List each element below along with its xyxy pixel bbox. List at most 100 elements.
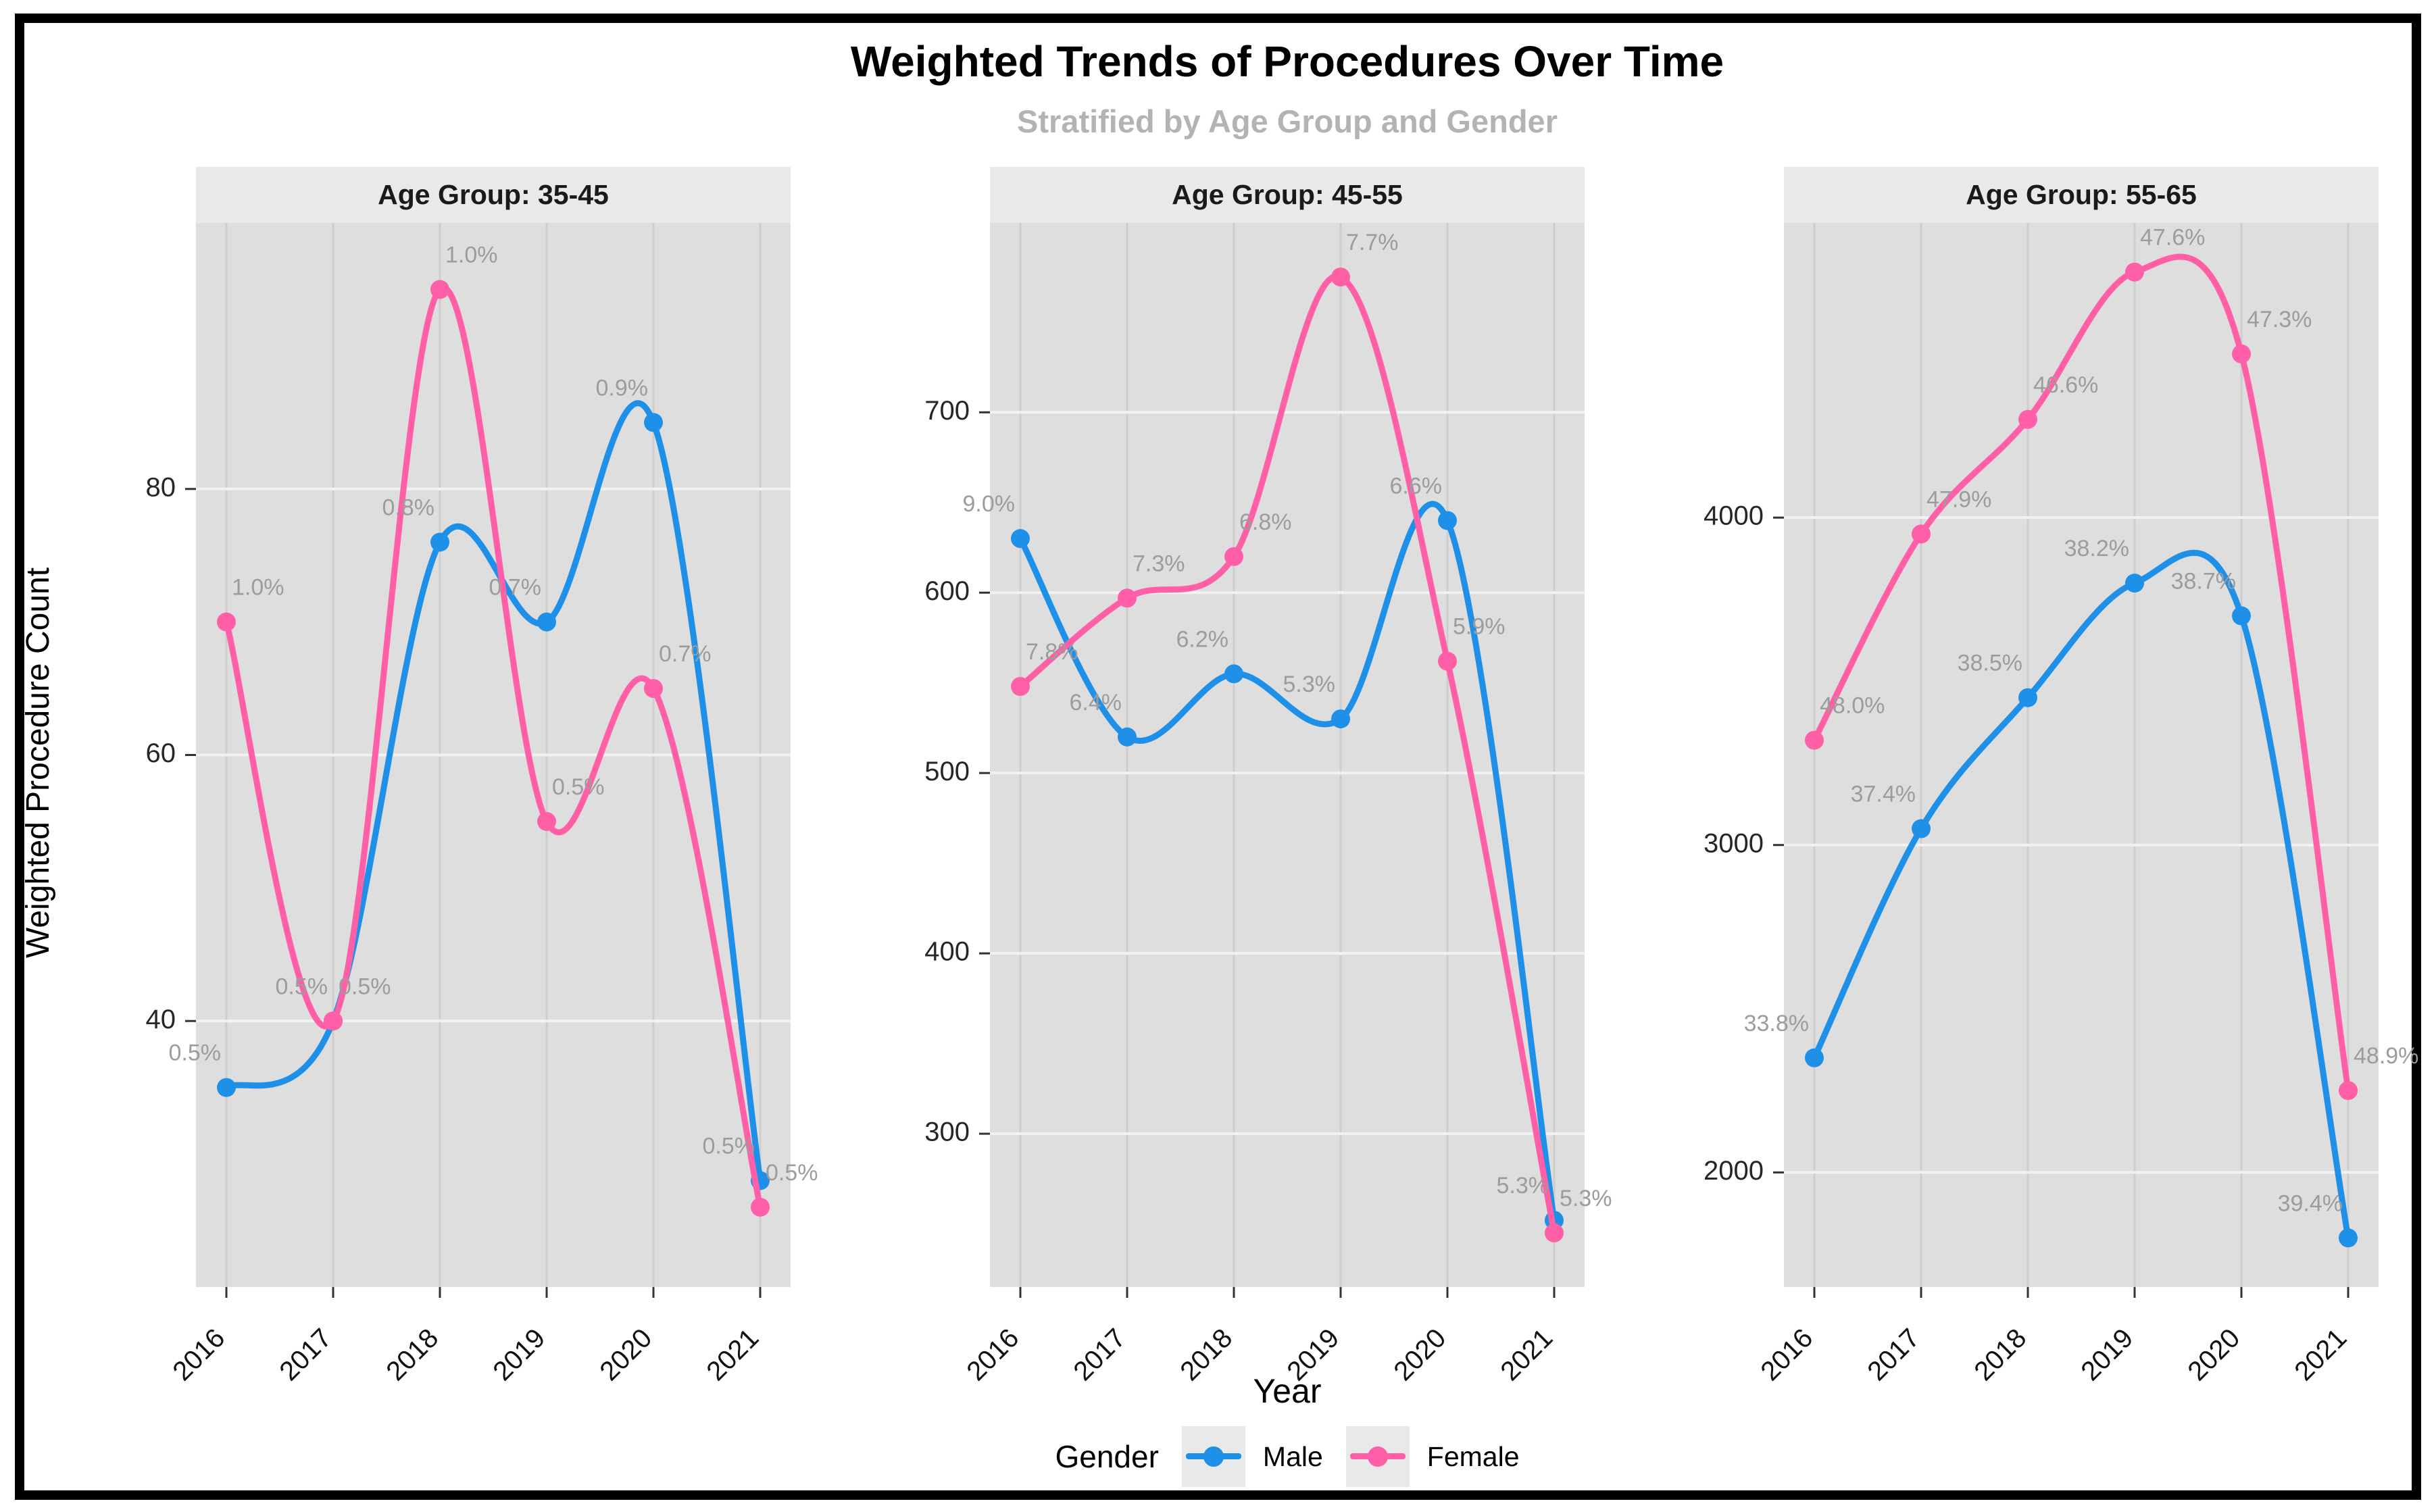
data-point-female — [324, 1011, 343, 1031]
data-point-male — [1011, 529, 1030, 549]
y-tick-label: 500 — [924, 757, 970, 786]
chart-title: Weighted Trends of Procedures Over Time — [850, 37, 1724, 86]
data-point-male — [1118, 727, 1137, 747]
data-point-female — [2125, 262, 2144, 282]
data-point-female — [644, 679, 663, 699]
point-label-female: 46.6% — [2033, 372, 2098, 398]
data-point-female — [430, 280, 449, 299]
y-tick-label: 4000 — [1704, 501, 1764, 531]
point-label-female: 47.3% — [2247, 307, 2312, 332]
point-label-female: 48.0% — [1820, 693, 1885, 719]
y-tick-label: 60 — [146, 738, 176, 768]
data-point-male — [1438, 511, 1457, 530]
y-tick-label: 3000 — [1704, 828, 1764, 858]
legend-title: Gender — [1055, 1439, 1159, 1474]
point-label-male: 0.8% — [382, 495, 435, 521]
point-label-male: 38.5% — [1958, 651, 2022, 676]
y-tick-label: 700 — [924, 396, 970, 426]
point-label-female: 0.5% — [766, 1160, 818, 1186]
series-line-female — [223, 284, 764, 1211]
point-label-male: 9.0% — [963, 491, 1016, 517]
y-tick-label: 80 — [146, 472, 176, 502]
point-label-male: 0.7% — [489, 575, 542, 601]
point-label-male: 39.4% — [2278, 1190, 2343, 1216]
point-label-male: 6.4% — [1070, 690, 1122, 715]
facet-strip-35-45: Age Group: 35-45 — [196, 167, 791, 223]
point-label-male: 0.9% — [596, 375, 649, 401]
legend-item-female: Female — [1345, 1426, 1520, 1487]
data-point-male — [430, 532, 449, 552]
panel-background — [1784, 223, 2379, 1287]
female-line-point-icon — [1345, 1426, 1410, 1487]
y-tick-label: 300 — [924, 1117, 970, 1147]
y-tick-label: 2000 — [1704, 1156, 1764, 1186]
data-point-female — [1545, 1223, 1564, 1242]
data-point-male — [2125, 574, 2144, 593]
point-label-female: 1.0% — [445, 242, 498, 268]
point-label-male: 6.6% — [1390, 473, 1443, 499]
x-axis-title: Year — [1253, 1372, 1322, 1410]
point-label-male: 6.2% — [1176, 626, 1229, 652]
data-point-male — [1331, 709, 1350, 729]
point-label-male: 37.4% — [1851, 782, 1916, 807]
data-point-female — [217, 612, 236, 632]
point-label-male: 38.2% — [2064, 536, 2129, 561]
point-label-male: 0.5% — [703, 1134, 755, 1159]
data-point-female — [1331, 268, 1350, 287]
data-point-female — [2232, 344, 2251, 363]
data-point-male — [537, 612, 556, 632]
data-point-male — [217, 1078, 236, 1097]
point-label-female: 5.3% — [1560, 1186, 1612, 1211]
point-label-female: 47.6% — [2140, 225, 2205, 251]
data-point-male — [2018, 688, 2037, 707]
legend-label-male: Male — [1262, 1440, 1323, 1472]
point-label-female: 7.8% — [1026, 639, 1078, 665]
data-point-male — [1224, 664, 1243, 684]
point-label-female: 7.3% — [1133, 551, 1185, 576]
data-point-male — [2339, 1228, 2358, 1248]
data-point-female — [1011, 677, 1030, 697]
facet-strip-45-55: Age Group: 45-55 — [990, 167, 1585, 223]
point-label-female: 7.7% — [1346, 230, 1399, 255]
data-point-female — [2018, 409, 2037, 429]
data-point-male — [1912, 819, 1931, 838]
point-label-male: 5.3% — [1283, 672, 1336, 697]
legend-item-male: Male — [1181, 1426, 1323, 1487]
point-label-male: 0.5% — [276, 974, 328, 999]
male-line-point-icon — [1181, 1426, 1245, 1487]
data-point-female — [1224, 547, 1243, 566]
data-point-male — [1805, 1048, 1824, 1067]
point-label-male: 38.7% — [2171, 569, 2236, 595]
data-point-female — [1912, 524, 1931, 544]
data-point-female — [751, 1197, 770, 1217]
data-point-male — [2232, 606, 2251, 626]
y-axis-title: Weighted Procedure Count — [20, 567, 56, 959]
data-point-female — [1805, 730, 1824, 750]
chart-subtitle: Stratified by Age Group and Gender — [1017, 103, 1558, 139]
point-label-female: 0.5% — [339, 974, 391, 999]
point-label-male: 5.3% — [1497, 1173, 1549, 1199]
facet-strip-55-65: Age Group: 55-65 — [1784, 167, 2379, 223]
point-label-female: 6.8% — [1239, 509, 1292, 535]
point-label-female: 47.9% — [1927, 486, 1991, 512]
data-point-female — [2339, 1081, 2358, 1101]
y-tick-label: 40 — [146, 1005, 176, 1034]
data-point-female — [1438, 651, 1457, 671]
point-label-female: 0.5% — [552, 774, 605, 800]
point-label-female: 5.9% — [1453, 614, 1506, 640]
data-point-female — [537, 811, 556, 831]
point-label-female: 48.9% — [2354, 1043, 2418, 1069]
point-label-female: 0.7% — [659, 641, 712, 667]
data-point-male — [644, 413, 663, 432]
point-label-male: 0.5% — [169, 1040, 222, 1066]
y-tick-label: 400 — [924, 937, 970, 967]
legend: Gender Male Female — [196, 1423, 2379, 1490]
point-label-female: 1.0% — [232, 575, 284, 601]
y-tick-label: 600 — [924, 576, 970, 606]
point-label-male: 33.8% — [1744, 1011, 1809, 1036]
data-point-female — [1118, 588, 1137, 608]
